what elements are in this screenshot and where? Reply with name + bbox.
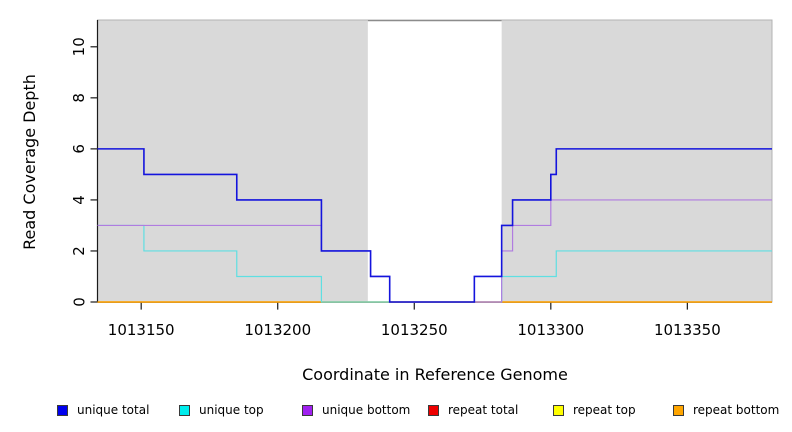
- legend-label: repeat top: [573, 403, 636, 417]
- unique-total-swatch-icon: [57, 404, 68, 416]
- unique-top-swatch-icon: [179, 404, 190, 416]
- legend-item-unique-bottom: unique bottom: [302, 402, 410, 418]
- unique-bottom-swatch-icon: [302, 404, 313, 416]
- y-tick-label: 10: [70, 37, 88, 56]
- x-axis-title: Coordinate in Reference Genome: [302, 365, 568, 384]
- repeat-region-band: [367, 20, 502, 302]
- y-tick-label: 2: [70, 246, 88, 256]
- legend-label: unique bottom: [322, 403, 411, 417]
- series-line-unique-top: [97, 224, 772, 303]
- legend-label: unique total: [77, 403, 150, 417]
- legend-label: repeat bottom: [693, 403, 780, 417]
- x-tick-label: 1013150: [108, 321, 175, 339]
- y-axis-title: Read Coverage Depth: [20, 74, 39, 250]
- y-tick-label: 0: [70, 297, 88, 307]
- legend-item-repeat-total: repeat total: [428, 402, 518, 418]
- x-tick-label: 1013200: [244, 321, 311, 339]
- y-tick-label: 6: [70, 144, 88, 154]
- legend-label: repeat total: [448, 403, 519, 417]
- x-tick-label: 1013350: [654, 321, 721, 339]
- series-line-unique-total: [97, 148, 772, 303]
- x-tick-label: 1013300: [517, 321, 584, 339]
- legend-item-unique-top: unique top: [179, 402, 264, 418]
- repeat-total-swatch-icon: [428, 404, 439, 416]
- legend-label: unique top: [199, 403, 264, 417]
- legend-item-repeat-bottom: repeat bottom: [673, 402, 779, 418]
- y-tick-label: 4: [70, 195, 88, 205]
- legend-item-unique-total: unique total: [57, 402, 149, 418]
- x-tick-label: 1013250: [381, 321, 448, 339]
- repeat-bottom-swatch-icon: [673, 404, 684, 416]
- y-tick-label: 8: [70, 93, 88, 103]
- legend-item-repeat-top: repeat top: [553, 402, 636, 418]
- repeat-top-swatch-icon: [553, 404, 564, 416]
